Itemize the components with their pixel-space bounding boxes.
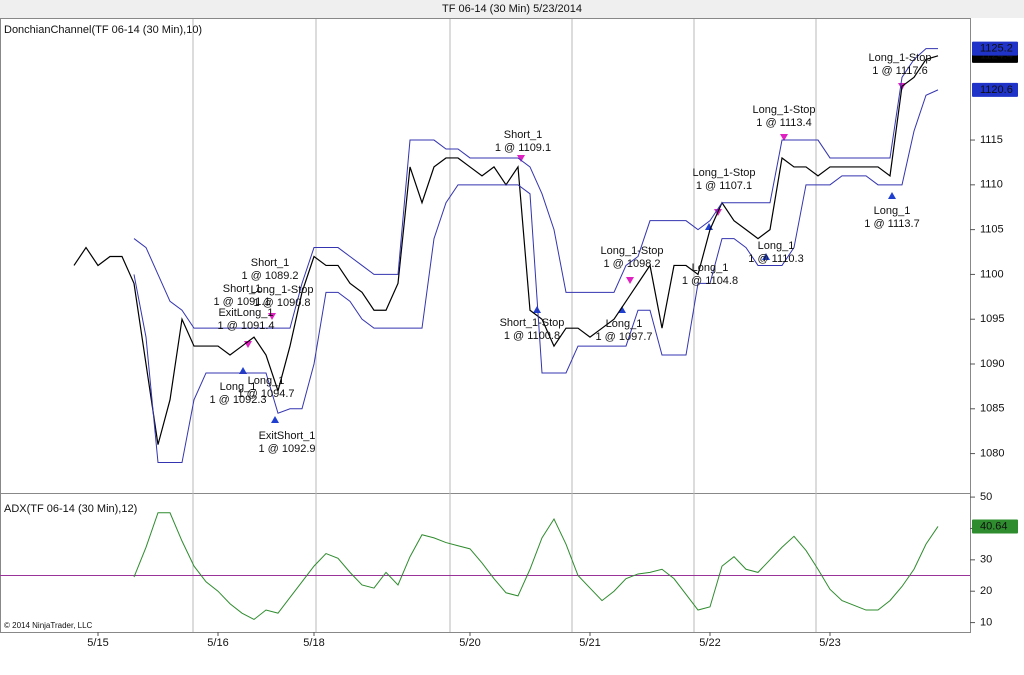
trade-fill: 1 @ 1089.2 (241, 270, 298, 282)
trade-label: Long_1 (220, 381, 257, 393)
adx-panel (0, 493, 971, 633)
trade-fill: 1 @ 1113.4 (756, 117, 811, 129)
trade-fill: 1 @ 1091.4 (217, 320, 274, 332)
trade-label: ExitLong_1 (218, 307, 273, 319)
trade-fill: 1 @ 1097.7 (595, 331, 652, 343)
trade-label: Long_1-Stop (869, 52, 932, 64)
last-value-box (972, 82, 1018, 97)
buy-arrow (533, 306, 541, 313)
x-tick-label: 5/18 (303, 637, 324, 649)
trade-fill: 1 @ 1092.9 (258, 443, 315, 455)
trade-label: Short_1 (251, 257, 290, 269)
last-value-label: 1125.2 (980, 43, 1013, 55)
trade-label: Short_1 (223, 283, 262, 295)
last-value-box (972, 519, 1018, 534)
buy-arrow (271, 416, 279, 423)
trade-label: Long_1-Stop (601, 245, 664, 257)
trade-label: Long_1 (758, 240, 795, 252)
session-separators (192, 19, 817, 632)
copyright: © 2014 NinjaTrader, LLC (4, 621, 93, 630)
trade-fill: 1 @ 1104.8 (682, 275, 738, 287)
series-line (133, 48, 938, 329)
y-tick-label: 1095 (980, 313, 1004, 325)
y-tick-label: 20 (980, 585, 992, 597)
y-tick-label: 30 (980, 554, 992, 566)
adx-panel-title: ADX(TF 06-14 (30 Min),12) (4, 503, 137, 515)
trade-fill: 1 @ 1092.3 (209, 394, 266, 406)
sell-arrow (268, 313, 276, 320)
y-tick-label: 1080 (980, 447, 1004, 459)
x-tick-label: 5/23 (819, 637, 840, 649)
trade-fill: 1 @ 1094.7 (237, 388, 294, 400)
sell-arrow (517, 155, 525, 162)
trade-label: Short_1-Stop (500, 317, 565, 329)
trade-label: Long_1 (874, 205, 911, 217)
price-panel-title: DonchianChannel(TF 06-14 (30 Min),10) (4, 24, 202, 36)
x-tick-label: 5/21 (579, 637, 600, 649)
y-tick-label: 1100 (980, 268, 1004, 280)
y-tick-label: 1085 (980, 403, 1004, 415)
last-value-box (972, 41, 1018, 56)
trade-fill: 1 @ 1107.1 (696, 180, 752, 192)
y-tick-label: 1090 (980, 358, 1004, 370)
trade-label: Long_1-Stop (753, 104, 816, 116)
buy-arrow (762, 253, 770, 260)
y-tick-label: 1110 (980, 179, 1003, 191)
y-tick-label: 10 (980, 616, 992, 628)
y-tick-label: 1115 (980, 134, 1003, 146)
sell-arrow (780, 134, 788, 141)
buy-arrow (239, 367, 247, 374)
x-tick-label: 5/20 (459, 637, 480, 649)
trade-label: Long_1 (248, 375, 285, 387)
trade-fill: 1 @ 1113.7 (864, 218, 919, 230)
trade-fill: 1 @ 1100.8 (504, 330, 560, 342)
trade-label: ExitShort_1 (259, 430, 316, 442)
series-line (133, 89, 939, 464)
x-tick-label: 5/22 (699, 637, 720, 649)
last-value-label: 40.64 (980, 520, 1008, 532)
trade-fill: 1 @ 1091.1 (213, 296, 270, 308)
x-tick-label: 5/15 (87, 637, 108, 649)
buy-arrow (888, 192, 896, 199)
trade-fill: 1 @ 1110.3 (748, 253, 803, 265)
trade-label: Long_1-Stop (251, 284, 314, 296)
trade-fill: 1 @ 1090.8 (253, 297, 310, 309)
trade-label: Long_1 (692, 262, 729, 274)
trade-fill: 1 @ 1098.2 (603, 258, 660, 270)
trade-label: Long_1 (606, 318, 643, 330)
window-title: TF 06-14 (30 Min) 5/23/2014 (442, 3, 582, 15)
x-tick-label: 5/16 (207, 637, 228, 649)
y-tick-label: 1105 (980, 224, 1004, 236)
title-bar (0, 0, 1024, 18)
trade-fill: 1 @ 1109.1 (495, 142, 551, 154)
trade-label: Short_1 (504, 129, 543, 141)
trade-label: Long_1-Stop (693, 167, 756, 179)
trade-fill: 1 @ 1117.6 (872, 65, 927, 77)
series-line (133, 512, 939, 621)
sell-arrow (626, 277, 634, 284)
y-tick-label: 50 (980, 491, 992, 503)
last-value-label: 1120.6 (980, 84, 1013, 96)
